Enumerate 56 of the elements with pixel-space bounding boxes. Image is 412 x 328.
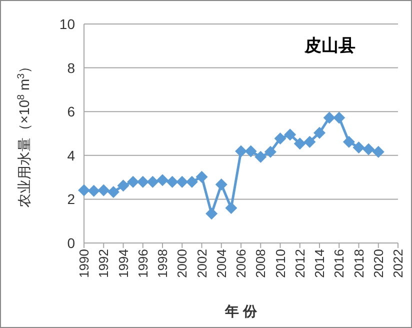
y-tick-label: 2 xyxy=(67,191,76,208)
point xyxy=(323,112,336,124)
point xyxy=(166,176,178,188)
y-tick-label: 8 xyxy=(67,60,76,76)
point xyxy=(362,143,375,156)
point xyxy=(215,178,228,191)
point xyxy=(235,145,247,158)
x-tick-label: 1992 xyxy=(96,249,112,278)
x-axis-title: 年 份 xyxy=(224,303,258,319)
point xyxy=(186,176,198,188)
x-tick-label: 2006 xyxy=(234,249,248,278)
x-tick-label: 2010 xyxy=(272,249,288,278)
x-tick-label: 1990 xyxy=(76,249,92,278)
x-tick-label: 2008 xyxy=(253,249,268,278)
point xyxy=(314,126,326,139)
point xyxy=(225,202,238,214)
x-tick-label: 2016 xyxy=(332,249,347,278)
point xyxy=(78,184,90,196)
point xyxy=(196,170,208,183)
point xyxy=(98,184,110,196)
x-tick-label: 1994 xyxy=(116,249,131,278)
x-tick-label: 2020 xyxy=(370,249,386,278)
point xyxy=(264,146,276,158)
y-tick-label: 10 xyxy=(59,16,76,32)
point xyxy=(127,176,140,188)
point xyxy=(254,150,267,163)
point xyxy=(294,138,306,150)
x-tick-label: 2004 xyxy=(214,249,229,278)
point xyxy=(146,176,159,188)
x-tick-label: 2000 xyxy=(174,249,190,278)
point xyxy=(117,180,130,192)
point xyxy=(274,132,286,145)
x-tick-label: 2012 xyxy=(292,249,308,278)
point xyxy=(372,146,384,158)
y-tick-label: 4 xyxy=(67,147,76,164)
point xyxy=(107,186,120,198)
point xyxy=(284,128,296,141)
point xyxy=(156,174,168,186)
point xyxy=(352,142,365,154)
x-tick-label: 1998 xyxy=(155,249,170,278)
point xyxy=(136,176,149,188)
point xyxy=(176,176,188,188)
x-tick-label: 2014 xyxy=(312,249,327,278)
point xyxy=(88,184,100,197)
point xyxy=(244,145,257,158)
x-tick-label: 1996 xyxy=(135,249,150,278)
y-tick-label: 6 xyxy=(67,104,76,120)
y-tick-label: 0 xyxy=(67,235,76,251)
point xyxy=(304,136,316,148)
point xyxy=(333,112,346,124)
point xyxy=(206,208,218,220)
point xyxy=(342,136,355,148)
x-tick-label: 2002 xyxy=(194,249,210,278)
x-tick-label: 2018 xyxy=(351,249,366,278)
x-tick-label: 2022 xyxy=(390,249,406,278)
text: 皮山县 xyxy=(304,36,356,55)
